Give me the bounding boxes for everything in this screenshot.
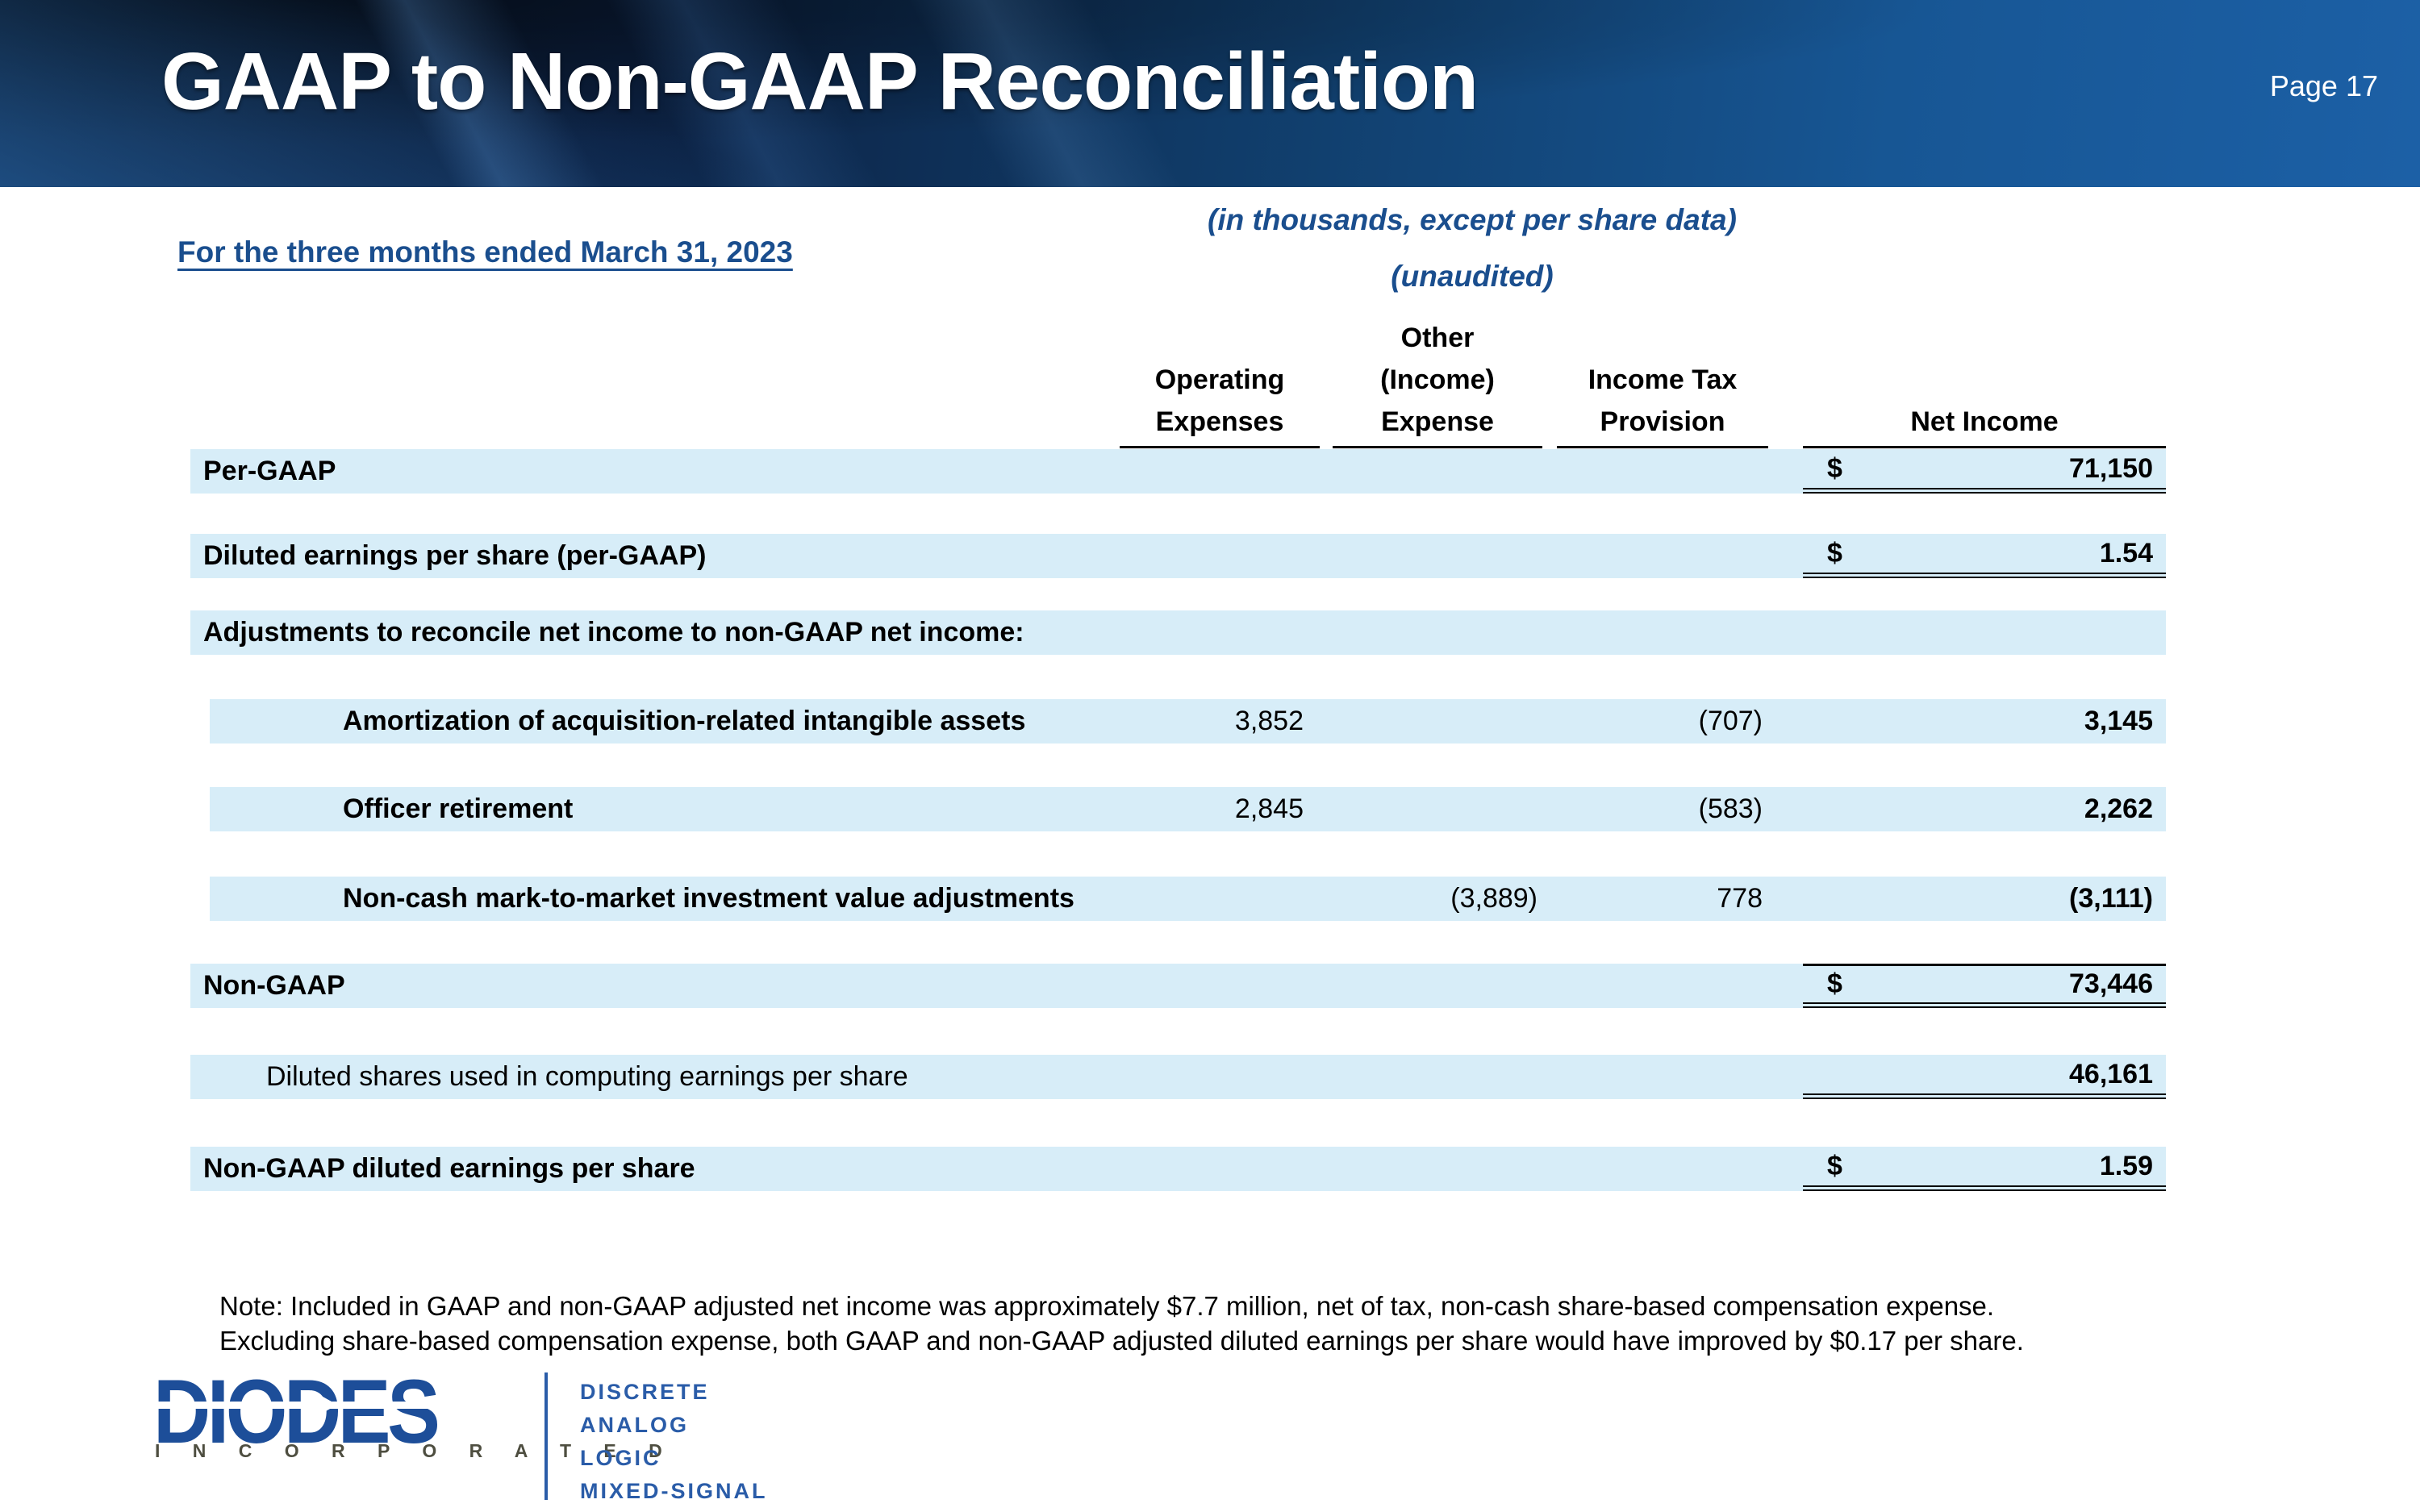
net-income-cell: (3,111) — [1803, 877, 2166, 921]
net-income-value: 1.54 — [2099, 537, 2153, 569]
income-tax-provision-value: (583) — [1698, 793, 1763, 824]
row-highlight-band — [210, 787, 2166, 831]
table-row: Amortization of acquisition-related inta… — [0, 699, 2420, 744]
footnote: Note: Included in GAAP and non-GAAP adju… — [219, 1289, 2236, 1358]
row-label: Per-GAAP — [203, 456, 336, 486]
diodes-wordmark: DIODES — [152, 1361, 476, 1462]
column-header-other-income-expense: Other (Income) Expense — [1333, 317, 1542, 448]
table-row: Diluted shares used in computing earning… — [0, 1055, 2420, 1099]
row-label: Non-GAAP — [203, 970, 345, 1001]
column-header-line: Expense — [1381, 406, 1494, 437]
net-income-cell: $ 73,446 — [1803, 964, 2166, 1008]
column-header-line: Other — [1400, 323, 1475, 353]
net-income-cell: 3,145 — [1803, 699, 2166, 744]
net-income-value: 71,150 — [2069, 452, 2153, 484]
row-label: Adjustments to reconcile net income to n… — [203, 617, 1024, 648]
period-heading: For the three months ended March 31, 202… — [177, 235, 793, 269]
table-row: Non-GAAP diluted earnings per share $ 1.… — [0, 1147, 2420, 1191]
net-income-value: 1.59 — [2099, 1150, 2153, 1181]
diodes-arrow-icon — [311, 1390, 337, 1419]
tagline-line: LOGIC — [580, 1446, 661, 1470]
net-income-value: 73,446 — [2069, 968, 2153, 999]
table-row: Officer retirement 2,845 (583) 2,262 — [0, 787, 2420, 831]
currency-symbol: $ — [1827, 1150, 1842, 1181]
net-income-value: 46,161 — [2069, 1058, 2153, 1089]
net-income-value: (3,111) — [2069, 883, 2153, 914]
net-income-value: 2,262 — [2084, 793, 2153, 824]
diodes-brand-text: DIODES — [153, 1361, 440, 1462]
row-highlight-band — [190, 534, 2166, 578]
row-highlight-band — [190, 964, 2166, 1008]
currency-symbol: $ — [1827, 452, 1842, 484]
column-header-line: Income Tax — [1588, 364, 1738, 395]
tagline-line: MIXED-SIGNAL — [580, 1479, 768, 1503]
unaudited-note: (unaudited) — [1391, 260, 1554, 293]
row-highlight-band — [190, 449, 2166, 494]
income-tax-provision-value: 778 — [1717, 883, 1763, 914]
row-label: Amortization of acquisition-related inta… — [343, 706, 1026, 736]
footnote-line: Excluding share-based compensation expen… — [219, 1326, 2024, 1356]
page-title: GAAP to Non-GAAP Reconciliation — [161, 36, 1479, 127]
table-row: Non-cash mark-to-market investment value… — [0, 877, 2420, 921]
net-income-value: 3,145 — [2084, 706, 2153, 736]
table-row: Adjustments to reconcile net income to n… — [0, 610, 2420, 655]
column-header-line: Operating — [1154, 364, 1285, 395]
operating-expenses-value: 2,845 — [1234, 793, 1304, 824]
operating-expenses-value: 3,852 — [1234, 706, 1304, 736]
table-column-headers: Operating Expenses Other (Income) Expens… — [0, 314, 2420, 448]
banner-streaks-decoration — [0, 0, 2420, 187]
table-row: Non-GAAP $ 73,446 — [0, 964, 2420, 1008]
net-income-cell: 2,262 — [1803, 787, 2166, 831]
column-header-line: Provision — [1600, 406, 1725, 437]
column-header-line: (Income) — [1380, 364, 1495, 395]
column-header-line: Net Income — [1910, 406, 2059, 437]
page-number: Page 17 — [2269, 69, 2378, 102]
row-label: Officer retirement — [343, 793, 574, 824]
net-income-cell: $ 1.54 — [1803, 534, 2166, 578]
other-income-expense-value: (3,889) — [1450, 883, 1538, 914]
income-tax-provision-value: (707) — [1698, 706, 1763, 736]
logo-tagline: DISCRETE ANALOG LOGIC MIXED-SIGNAL — [580, 1376, 768, 1508]
row-highlight-band — [190, 1147, 2166, 1191]
column-header-income-tax-provision: Income Tax Provision — [1557, 359, 1768, 448]
row-highlight-band — [210, 699, 2166, 744]
column-header-line: Expenses — [1155, 406, 1284, 437]
units-note: (in thousands, except per share data) — [1208, 203, 1737, 236]
net-income-cell: $ 71,150 — [1803, 449, 2166, 494]
currency-symbol: $ — [1827, 537, 1842, 569]
column-header-net-income: Net Income — [1803, 401, 2166, 448]
logo-divider-line — [544, 1372, 548, 1500]
currency-symbol: $ — [1827, 968, 1842, 999]
incorporated-label: I N C O R P O R A T E D — [155, 1440, 676, 1461]
table-row: Diluted earnings per share (per-GAAP) $ … — [0, 534, 2420, 578]
net-income-cell: $ 1.59 — [1803, 1147, 2166, 1191]
footnote-line: Note: Included in GAAP and non-GAAP adju… — [219, 1291, 1995, 1321]
row-highlight-band — [190, 610, 2166, 655]
tagline-line: ANALOG — [580, 1413, 689, 1437]
diodes-logo: DIODES I N C O R P O R A T E D DISCRETE … — [152, 1361, 766, 1503]
row-highlight-band — [190, 1055, 2166, 1099]
tagline-line: DISCRETE — [580, 1380, 710, 1404]
net-income-cell: 46,161 — [1803, 1055, 2166, 1099]
row-label: Diluted earnings per share (per-GAAP) — [203, 540, 707, 571]
row-label: Non-GAAP diluted earnings per share — [203, 1153, 695, 1184]
row-highlight-band — [210, 877, 2166, 921]
row-label: Diluted shares used in computing earning… — [266, 1061, 908, 1092]
column-header-operating-expenses: Operating Expenses — [1120, 359, 1320, 448]
table-row: Per-GAAP $ 71,150 — [0, 449, 2420, 494]
title-banner: GAAP to Non-GAAP Reconciliation Page 17 — [0, 0, 2420, 187]
row-label: Non-cash mark-to-market investment value… — [343, 883, 1074, 914]
